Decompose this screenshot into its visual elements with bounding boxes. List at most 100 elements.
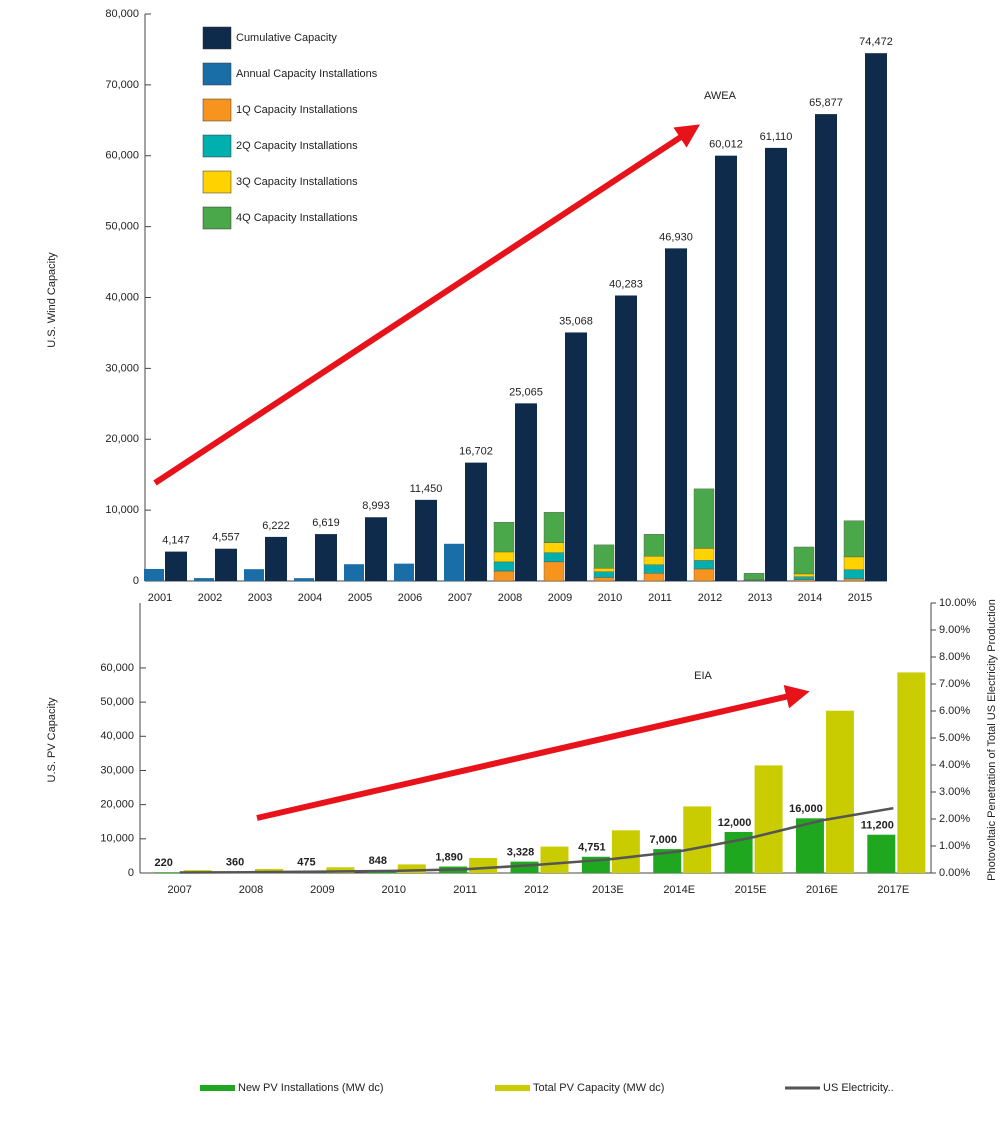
data-label: 16,000 [789, 803, 823, 815]
bar-segment [793, 546, 815, 575]
trend-arrow [153, 124, 701, 486]
bar [397, 864, 426, 873]
bar [765, 147, 787, 581]
y2-tick-label: 3.00% [939, 786, 970, 798]
x-tick-label: 2009 [310, 884, 334, 896]
bar [754, 765, 783, 873]
x-tick-label: 2013E [592, 884, 624, 896]
legend-label: 3Q Capacity Installations [236, 176, 358, 188]
trend-arrow [256, 684, 810, 821]
bar-segment [543, 512, 565, 543]
legend-label: 2Q Capacity Installations [236, 140, 358, 152]
y-tick-label: 70,000 [105, 79, 139, 91]
data-label: 60,012 [709, 139, 743, 151]
y2-tick-label: 2.00% [939, 813, 970, 825]
legend-label: US Electricity.. [823, 1082, 894, 1094]
data-label: 475 [297, 856, 315, 868]
y-tick-label: 30,000 [100, 764, 134, 776]
bar [611, 830, 640, 873]
y-tick-label: 10,000 [105, 504, 139, 516]
bar [215, 548, 237, 581]
data-label: 4,557 [212, 532, 240, 544]
y-tick-label: 60,000 [100, 662, 134, 674]
x-tick-label: 2007 [167, 884, 191, 896]
bar [653, 849, 682, 873]
bar [897, 672, 926, 873]
bar [815, 114, 837, 581]
bar [315, 534, 337, 581]
y-tick-label: 40,000 [100, 730, 134, 742]
x-tick-label: 2016E [806, 884, 838, 896]
bar [515, 403, 537, 581]
legend-swatch [202, 206, 232, 230]
legend-label: 1Q Capacity Installations [236, 104, 358, 116]
data-label: 8,993 [362, 500, 390, 512]
bar [540, 846, 569, 873]
x-tick-label: 2009 [548, 592, 572, 604]
y2-tick-label: 4.00% [939, 759, 970, 771]
x-tick-label: 2010 [382, 884, 406, 896]
bar-segment [593, 577, 615, 582]
bar-segment [543, 542, 565, 553]
bar-segment [593, 568, 615, 572]
x-tick-label: 2004 [298, 592, 322, 604]
data-label: 46,930 [659, 231, 693, 243]
bar-segment [743, 573, 765, 580]
y-tick-label: 0 [133, 575, 139, 587]
y-tick-label: 0 [128, 867, 134, 879]
bar-segment [843, 556, 865, 570]
data-label: 65,877 [809, 97, 843, 109]
data-label: 6,222 [262, 520, 290, 532]
bar [465, 462, 487, 581]
y-tick-label: 10,000 [100, 833, 134, 845]
legend-swatch [202, 62, 232, 86]
y2-tick-label: 6.00% [939, 705, 970, 717]
y-tick-label: 20,000 [105, 433, 139, 445]
legend-swatch [202, 134, 232, 158]
bar [153, 872, 182, 873]
y2-tick-label: 5.00% [939, 732, 970, 744]
y2-tick-label: 10.00% [939, 597, 977, 609]
x-tick-label: 2014E [663, 884, 695, 896]
bar [665, 248, 687, 582]
bar-segment [493, 561, 515, 572]
bar [444, 543, 464, 581]
x-tick-label: 2015 [848, 592, 872, 604]
y2-tick-label: 1.00% [939, 840, 970, 852]
data-label: 1,890 [435, 851, 463, 863]
data-label: 848 [369, 855, 387, 867]
bar-segment [643, 573, 665, 582]
bar-segment [643, 564, 665, 574]
y-tick-label: 40,000 [105, 291, 139, 303]
bar-segment [843, 569, 865, 580]
data-label: 4,751 [578, 842, 606, 854]
bar-segment [693, 548, 715, 561]
bar-segment [593, 571, 615, 578]
x-tick-label: 2008 [498, 592, 522, 604]
bar-segment [843, 520, 865, 558]
y2-tick-label: 9.00% [939, 624, 970, 636]
bar [865, 53, 887, 582]
x-tick-label: 2010 [598, 592, 622, 604]
legend-label: Cumulative Capacity [236, 32, 337, 44]
x-tick-label: 2012 [698, 592, 722, 604]
bar-segment [793, 573, 815, 577]
legend-swatch [202, 98, 232, 122]
bar [715, 155, 737, 581]
y-axis-label: U.S. Wind Capacity [46, 252, 58, 348]
legend-swatch [202, 26, 232, 50]
bar [565, 332, 587, 581]
bar [194, 578, 214, 581]
bar-segment [493, 570, 515, 582]
line [179, 806, 894, 874]
y2-tick-label: 8.00% [939, 651, 970, 663]
bar-segment [593, 544, 615, 569]
y-tick-label: 50,000 [100, 696, 134, 708]
data-label: 12,000 [718, 817, 752, 829]
bar [365, 517, 387, 581]
legend-label: Total PV Capacity (MW dc) [533, 1082, 664, 1094]
data-label: 35,068 [559, 315, 593, 327]
legend-label: New PV Installations (MW dc) [238, 1082, 383, 1094]
y-tick-label: 20,000 [100, 799, 134, 811]
bar-segment [793, 579, 815, 582]
